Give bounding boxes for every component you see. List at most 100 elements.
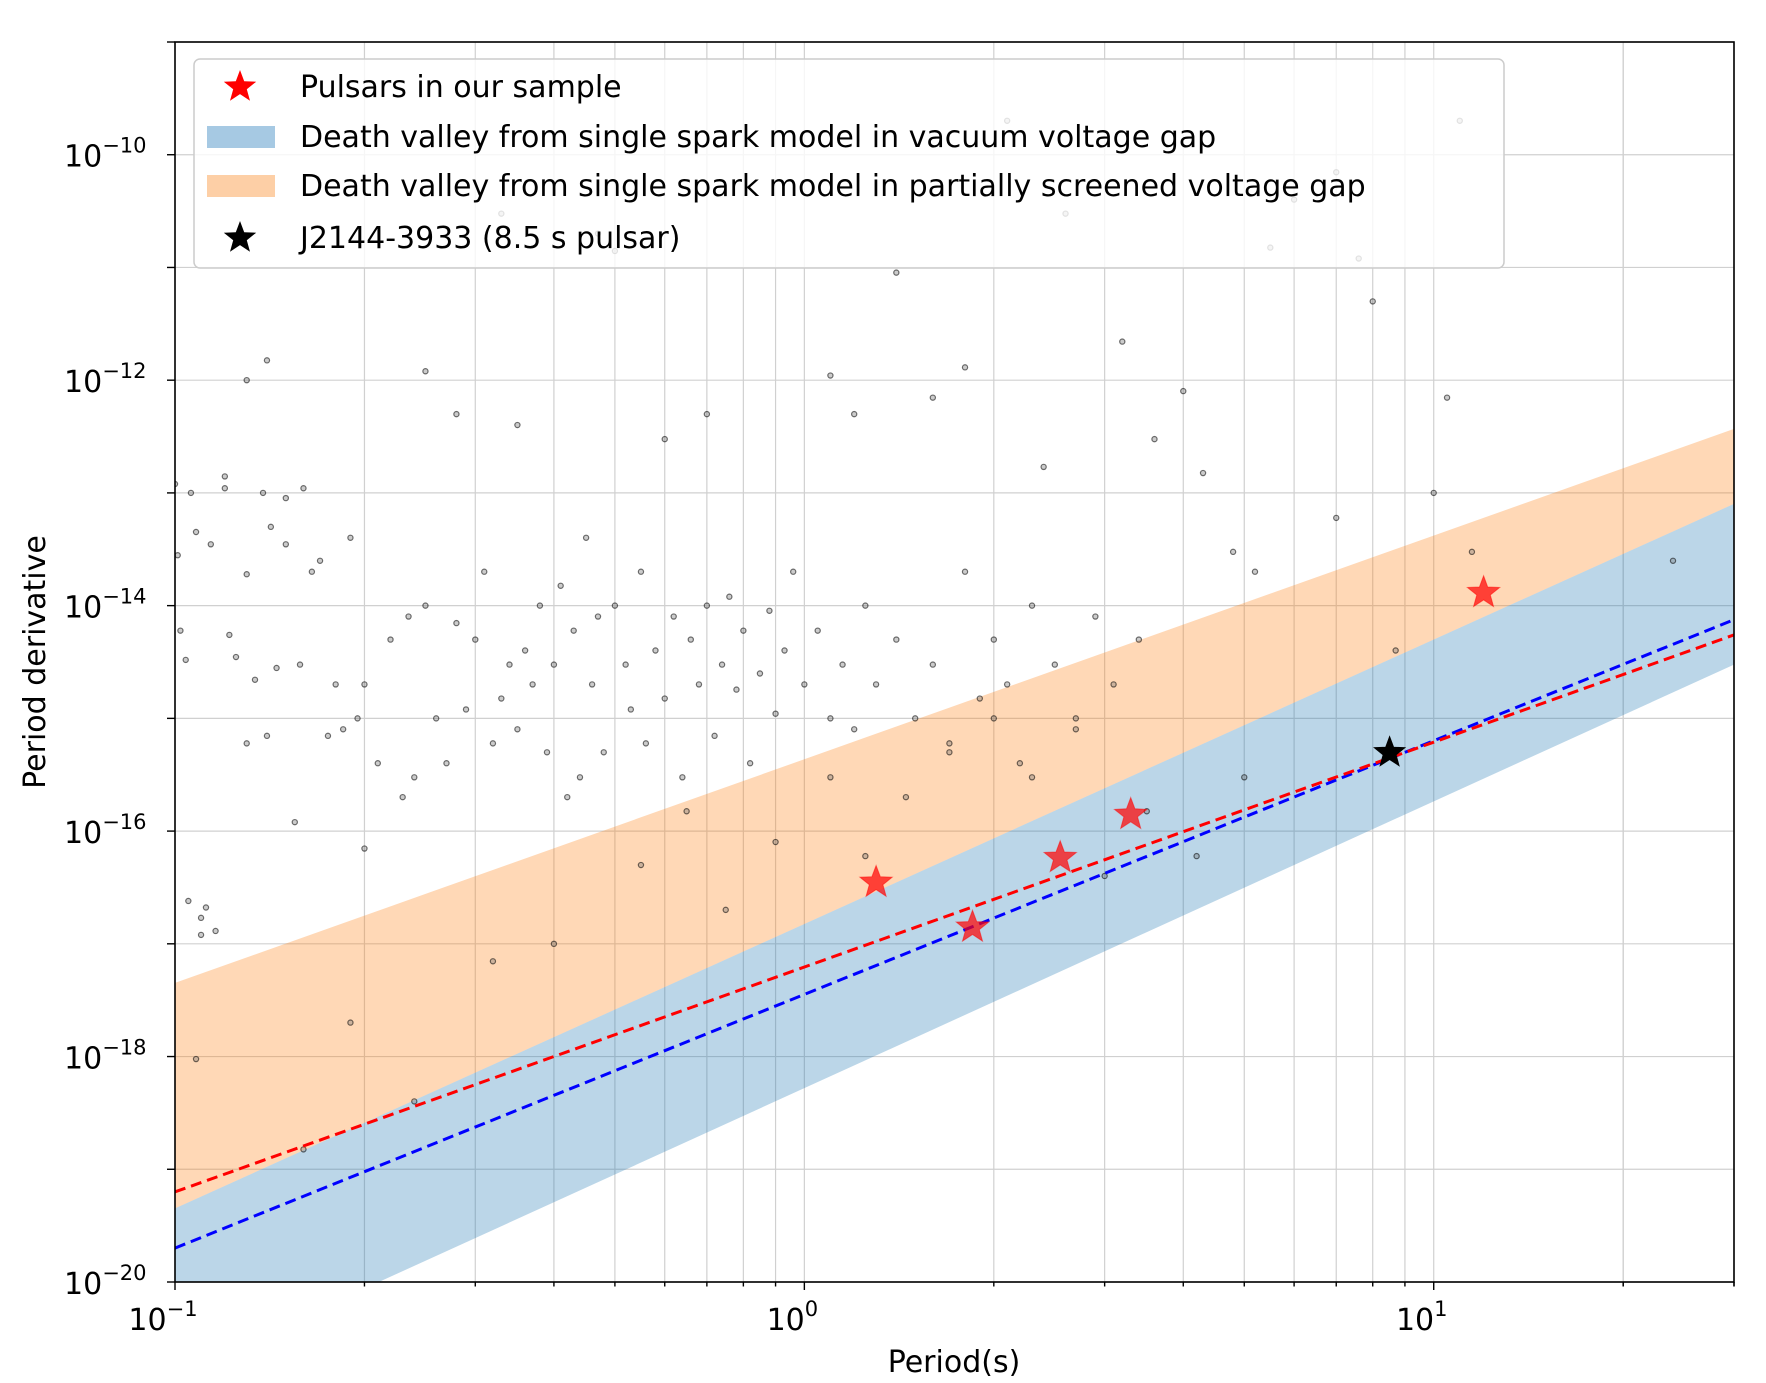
pulsar-point — [489, 958, 497, 965]
sample-pulsar-star — [954, 908, 991, 943]
pulsar-point — [422, 602, 429, 609]
pulsar-point — [893, 269, 900, 276]
pulsar-point — [746, 760, 754, 767]
pulsar-point — [361, 681, 368, 688]
legend-label: J2144-3933 (8.5 s pulsar) — [298, 221, 680, 256]
pulsar-point — [550, 661, 558, 668]
pulsar-point — [611, 602, 619, 609]
pulsar-point — [212, 927, 219, 935]
pulsar-point — [872, 681, 880, 688]
legend-box — [193, 58, 1505, 269]
pulsar-point — [374, 760, 381, 767]
pulsar-point — [961, 568, 969, 575]
pulsar-point — [300, 485, 307, 492]
plot-frame — [174, 41, 1735, 1283]
pulsar-point — [221, 473, 229, 480]
pulsar-point — [827, 774, 834, 781]
pulsar-point — [1101, 872, 1108, 880]
pulsar-point — [722, 906, 729, 914]
legend-patch-icon — [207, 126, 275, 148]
legend: Pulsars in our sample Death valley from s… — [193, 58, 1505, 269]
pulsar-point — [550, 940, 558, 948]
pulsar-point — [226, 631, 233, 639]
pulsar-point — [1135, 636, 1143, 643]
pulsar-point — [1180, 387, 1187, 395]
pulsar-point — [296, 661, 304, 668]
pulsar-point — [642, 740, 650, 747]
pulsar-point — [827, 715, 834, 722]
death-lines — [175, 618, 1734, 1250]
y-tick-label: 10−14 — [64, 585, 147, 626]
pulsar-point — [850, 410, 858, 418]
pulsar-point — [481, 568, 488, 575]
death-valley-bands — [175, 428, 1734, 1282]
y-axis-label: Period derivative — [18, 535, 53, 789]
pulsar-point — [564, 793, 571, 801]
pulsar-point — [766, 607, 773, 614]
pulsar-point — [324, 732, 332, 740]
x-tick-label: 101 — [1396, 1297, 1448, 1338]
pulsar-point — [772, 710, 779, 717]
death-line — [175, 633, 1734, 1194]
pulsar-point — [637, 568, 645, 575]
pulsar-point — [827, 372, 834, 379]
sample-pulsar-star — [1466, 574, 1502, 608]
pulsar-point — [801, 681, 808, 688]
x-tick-label: 10−1 — [128, 1297, 197, 1338]
pulsar-point — [1251, 568, 1259, 575]
pulsar-point — [453, 619, 460, 627]
pulsar-point — [1072, 715, 1080, 722]
pulsar-point — [472, 636, 479, 643]
pulsar-point — [1110, 681, 1117, 688]
pulsar-point — [627, 706, 635, 713]
pulsar-point — [354, 715, 361, 722]
y-tick-label: 10−16 — [64, 810, 147, 851]
legend-star-icon — [223, 221, 257, 252]
pulsar-point — [911, 715, 919, 722]
pulsar-point — [251, 676, 259, 683]
pulsar-point — [862, 602, 869, 609]
pulsar-point — [711, 732, 718, 740]
pulsar-point — [772, 838, 779, 846]
pulsar-point — [243, 740, 250, 747]
pulsar-point — [259, 489, 267, 497]
sample-pulsar-star — [1042, 839, 1078, 873]
pulsar-point — [267, 523, 275, 531]
pulsar-point — [652, 647, 659, 654]
pulsar-point — [263, 732, 271, 740]
pulsar-point — [529, 681, 536, 688]
pulsar-point — [308, 568, 316, 575]
pulsar-point — [790, 568, 797, 575]
j2144-3933-star — [1373, 735, 1407, 767]
pulsar-point — [521, 647, 529, 654]
pulsar-point — [347, 1019, 354, 1026]
pulsar-point — [718, 661, 726, 668]
pulsar-point — [902, 793, 910, 801]
pulsar-point — [703, 410, 711, 418]
pulsar-point — [387, 636, 394, 643]
legend-label: Pulsars in our sample — [300, 70, 622, 105]
pulsar-point — [781, 647, 788, 654]
pulsar-point — [683, 808, 690, 815]
axis-ticks: 10−1 100 101 10−20 10−18 10−16 10−14 10−12 10−10 — [64, 41, 1735, 1338]
pulsar-point — [207, 541, 215, 548]
pulsar-point — [814, 627, 821, 634]
pulsar-point — [185, 897, 192, 905]
pulsar-point — [1003, 681, 1011, 688]
pulsar-point — [316, 557, 324, 564]
pulsar-point — [221, 485, 229, 492]
pulsar-point — [946, 740, 953, 747]
legend-label: Death valley from single spark model in … — [300, 120, 1216, 155]
legend-patch-icon — [207, 175, 275, 197]
pulsar-point — [498, 695, 505, 702]
pulsar-point — [192, 528, 200, 536]
pulsar-point — [1241, 774, 1248, 781]
pulsar-point — [1072, 726, 1080, 733]
pulsar-point — [661, 435, 668, 443]
pulsar-point — [300, 1146, 307, 1153]
y-tick-label: 10−10 — [64, 134, 147, 175]
pulsar-point — [273, 664, 280, 672]
legend-star-icon — [223, 70, 257, 101]
pulsar-point — [862, 852, 869, 860]
